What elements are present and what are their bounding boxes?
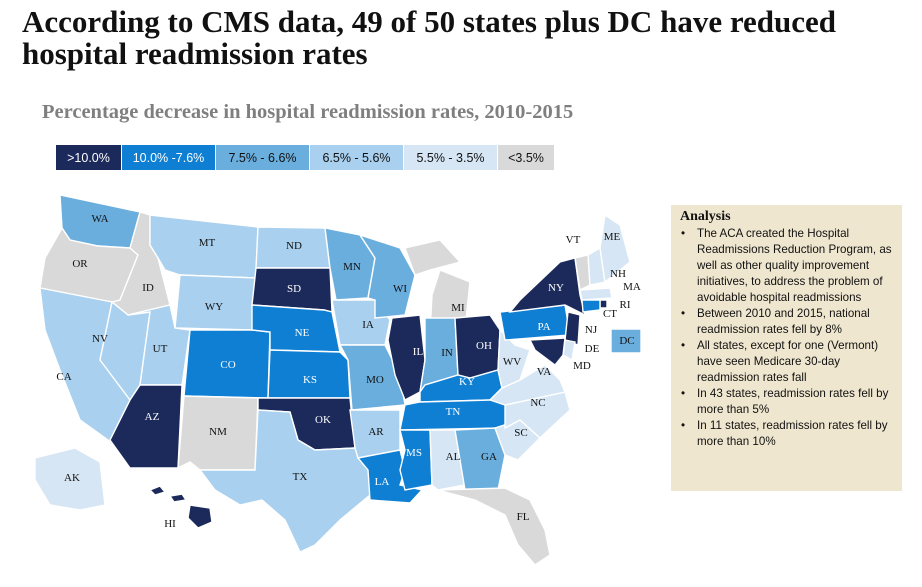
state-me: [599, 213, 631, 284]
analysis-heading: Analysis: [680, 209, 731, 224]
state-ma: [579, 287, 613, 301]
state-ri: [599, 299, 608, 309]
state-label-ca: CA: [56, 371, 71, 383]
state-al: [429, 429, 466, 491]
state-label-or: OR: [72, 258, 88, 270]
state-label-ia: IA: [362, 319, 374, 331]
state-label-ut: UT: [153, 343, 168, 355]
state-label-co: CO: [220, 359, 235, 371]
analysis-bullet-4: • In 43 states, readmission rates fell by…: [681, 387, 889, 416]
state-il: [387, 314, 426, 401]
state-ct: [581, 299, 601, 313]
state-label-mi: MI: [451, 302, 465, 314]
state-wv: [497, 328, 531, 389]
state-label-md: MD: [573, 360, 591, 372]
state-label-il: IL: [413, 346, 424, 358]
state-label-ks: KS: [303, 374, 317, 386]
state-label-in: IN: [441, 347, 453, 359]
state-label-ct: CT: [603, 308, 617, 320]
state-label-ak: AK: [64, 472, 80, 484]
state-nj: [564, 311, 581, 346]
state-label-vt: VT: [566, 234, 581, 246]
state-label-la: LA: [375, 476, 390, 488]
state-label-de: DE: [585, 343, 600, 355]
analysis-box: Analysis • The ACA created the Hospital R…: [671, 205, 902, 491]
state-label-sd: SD: [287, 283, 301, 295]
state-ms: [399, 429, 433, 491]
state-az: [109, 384, 183, 469]
state-label-sc: SC: [514, 427, 527, 439]
state-label-wy: WY: [205, 301, 223, 313]
state-label-ms: MS: [406, 447, 422, 459]
analysis-bullet-2: • Between 2010 and 2015, national readmis…: [681, 307, 870, 336]
state-label-me: ME: [604, 231, 621, 243]
state-label-nd: ND: [286, 240, 302, 252]
analysis-list: • The ACA created the Hospital Readmissio…: [680, 226, 894, 450]
state-label-mn: MN: [343, 261, 361, 273]
state-hi: [148, 485, 213, 529]
legend-item-3: 7.5% - 6.6%: [216, 145, 309, 170]
analysis-bullet-1: • The ACA created the Hospital Readmissio…: [681, 227, 892, 304]
analysis-bullet-3: • All states, except for one (Vermont) ha…: [681, 339, 879, 384]
state-label-ar: AR: [368, 426, 384, 438]
state-label-mo: MO: [366, 374, 384, 386]
state-dc: [610, 328, 642, 354]
state-label-nj: NJ: [585, 324, 598, 336]
state-label-tn: TN: [446, 406, 461, 418]
state-label-ok: OK: [315, 414, 331, 426]
state-label-fl: FL: [517, 511, 530, 523]
state-label-nv: NV: [92, 333, 108, 345]
state-ga: [454, 427, 506, 491]
state-label-id: ID: [142, 282, 154, 294]
state-label-oh: OH: [476, 340, 492, 352]
state-label-nh: NH: [610, 268, 626, 280]
analysis-bullet-5: • In 11 states, readmission rates fell by…: [681, 419, 888, 448]
state-label-wa: WA: [91, 213, 108, 225]
legend-item-5: 5.5% - 3.5%: [404, 145, 497, 170]
state-label-wv: WV: [503, 356, 521, 368]
legend: >10.0% 10.0% -7.6% 7.5% - 6.6% 6.5% - 5.…: [56, 145, 555, 170]
legend-item-6: <3.5%: [498, 145, 554, 170]
state-label-tx: TX: [293, 471, 308, 483]
state-pa: [499, 304, 571, 341]
state-label-nm: NM: [209, 426, 227, 438]
page-title: According to CMS data, 49 of 50 states p…: [22, 4, 837, 71]
state-ak: [34, 447, 106, 511]
state-label-ne: NE: [295, 327, 310, 339]
legend-item-1: >10.0%: [56, 145, 121, 170]
state-label-ma: MA: [623, 281, 641, 293]
state-label-wi: WI: [393, 283, 407, 295]
state-label-az: AZ: [145, 411, 160, 423]
state-label-nc: NC: [530, 397, 545, 409]
map-subtitle: Percentage decrease in hospital readmiss…: [42, 101, 574, 123]
state-fl: [437, 487, 551, 566]
state-label-ga: GA: [481, 451, 497, 463]
us-map: WA OR CA ID NV MT WY UT AZ CO NM ND SD NE KS OK TX MN IA MO…: [34, 194, 642, 566]
state-label-ri: RI: [620, 299, 631, 311]
state-label-mt: MT: [199, 237, 216, 249]
state-label-hi: HI: [164, 518, 176, 530]
state-ut: [127, 304, 191, 386]
state-label-al: AL: [446, 451, 461, 463]
legend-item-2: 10.0% -7.6%: [122, 145, 215, 170]
state-label-ny: NY: [548, 282, 564, 294]
state-label-va: VA: [537, 366, 552, 378]
state-wi: [358, 233, 416, 319]
legend-item-4: 6.5% - 5.6%: [310, 145, 403, 170]
state-md: [528, 337, 566, 366]
state-label-pa: PA: [537, 321, 550, 333]
state-label-dc: DC: [619, 335, 634, 347]
state-label-ky: KY: [459, 376, 475, 388]
